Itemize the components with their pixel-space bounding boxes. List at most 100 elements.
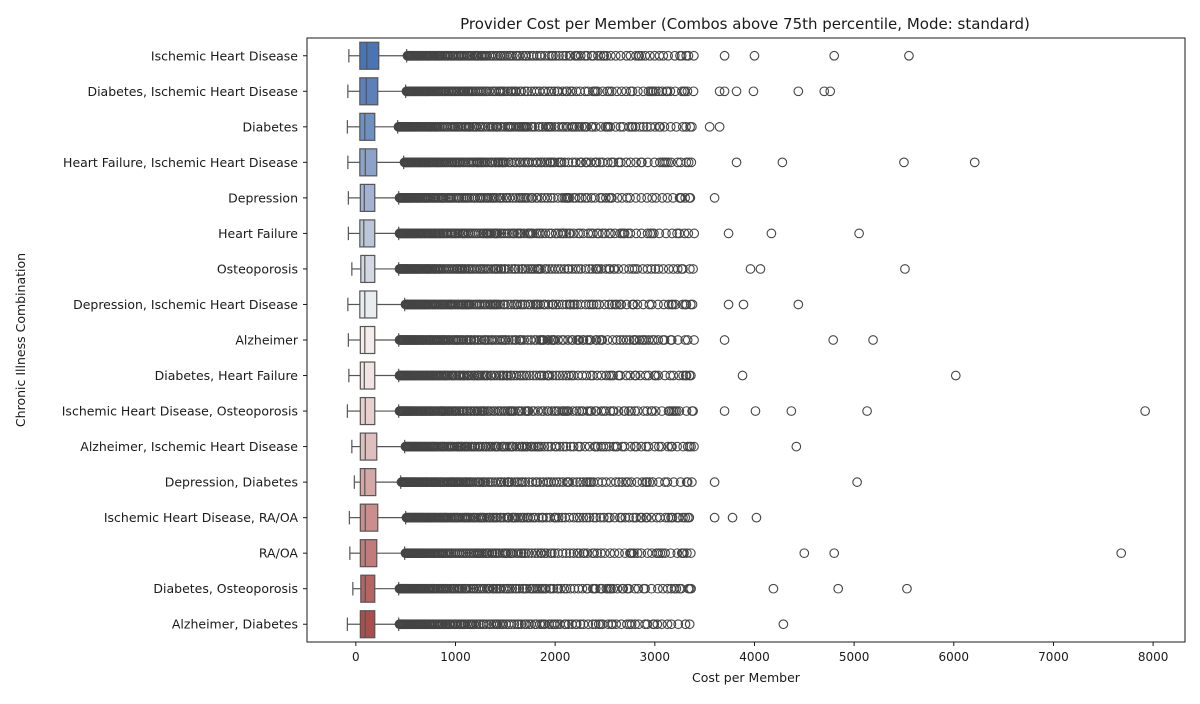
outlier-point: [665, 548, 676, 559]
outlier-point: [521, 583, 532, 594]
outlier-point: [502, 50, 512, 61]
outlier-point: [584, 264, 595, 274]
outlier-point: [631, 512, 642, 523]
outlier-point: [581, 370, 592, 381]
outlier-point: [630, 619, 641, 630]
outlier-point: [666, 335, 677, 345]
outlier-point: [969, 157, 980, 168]
outlier-point: [554, 50, 564, 61]
outlier-point: [492, 512, 503, 523]
outlier-point: [586, 406, 597, 416]
outlier-point: [766, 228, 777, 239]
outlier-point: [549, 157, 560, 168]
outlier-point: [627, 86, 638, 97]
outlier-point: [572, 477, 582, 487]
outlier-point: [625, 370, 635, 381]
outlier-point: [616, 512, 627, 523]
outlier-point: [507, 50, 518, 61]
outlier-point: [514, 50, 525, 61]
outlier-point: [662, 86, 673, 97]
outlier-point: [565, 228, 575, 239]
outlier-point: [578, 228, 589, 239]
outlier-point: [596, 370, 607, 381]
outlier-point: [646, 583, 657, 594]
outlier-point: [554, 370, 565, 381]
y-axis-label: Chronic Illness Combination: [13, 253, 28, 427]
outlier-point: [593, 264, 604, 274]
outlier-point: [684, 512, 695, 523]
outlier-point: [609, 548, 620, 559]
iqr-box: [359, 148, 378, 177]
outlier-point: [548, 299, 559, 310]
outlier-point: [650, 264, 661, 274]
outlier-point: [667, 228, 677, 239]
outlier-point: [671, 121, 682, 132]
outlier-point: [649, 157, 660, 168]
outlier-point: [521, 50, 532, 61]
outlier-point: [504, 583, 515, 594]
outlier-point: [643, 370, 654, 381]
outlier-point: [719, 335, 730, 345]
outlier-point: [548, 583, 559, 594]
outlier-point: [506, 619, 517, 630]
outlier-point: [576, 193, 587, 203]
outlier-point: [642, 512, 652, 523]
chart-title: Provider Cost per Member (Combos above 7…: [460, 15, 1030, 33]
outlier-point: [488, 50, 498, 61]
outlier-point: [621, 299, 632, 310]
outlier-point: [524, 370, 535, 381]
outlier-point: [658, 264, 669, 274]
outlier-point: [669, 50, 680, 61]
outlier-point: [561, 548, 572, 559]
outlier-point: [642, 619, 653, 630]
outlier-point: [516, 406, 527, 416]
outlier-point: [574, 193, 585, 203]
outlier-point: [627, 121, 638, 132]
outlier-point: [630, 193, 641, 203]
outlier-point: [709, 512, 720, 523]
outlier-point: [594, 299, 605, 310]
outlier-point: [616, 299, 627, 310]
box-group: [347, 183, 720, 212]
outlier-point: [474, 335, 484, 345]
outlier-point: [574, 121, 585, 132]
y-tick-label: Depression, Diabetes: [165, 475, 298, 490]
outlier-point: [599, 299, 610, 310]
outlier-point: [605, 228, 616, 239]
outlier-point: [603, 619, 614, 630]
outlier-point: [542, 193, 553, 203]
outlier-point: [493, 477, 503, 487]
y-tick-label: Alzheimer: [235, 333, 299, 348]
outlier-point: [536, 370, 547, 381]
outlier-point: [584, 299, 594, 310]
outlier-point: [714, 121, 725, 132]
outlier-point: [559, 157, 570, 168]
outlier-point: [658, 299, 669, 310]
y-tick-label: Ischemic Heart Disease, Osteoporosis: [62, 404, 298, 419]
outlier-point: [559, 228, 569, 239]
outlier-point: [487, 157, 498, 168]
outlier-point: [653, 370, 664, 381]
outlier-point: [563, 619, 574, 630]
outlier-point: [607, 335, 618, 345]
outlier-point: [498, 193, 509, 203]
x-tick-label: 3000: [640, 650, 671, 664]
outlier-point: [624, 121, 634, 132]
outlier-point: [578, 335, 589, 345]
box-group: [346, 396, 1150, 426]
outlier-point: [615, 157, 626, 168]
outlier-point: [673, 619, 684, 630]
outlier-point: [565, 299, 576, 310]
outlier-point: [595, 50, 606, 61]
outlier-point: [731, 86, 742, 97]
outlier-point: [625, 193, 635, 203]
outlier-point: [551, 370, 562, 381]
outlier-point: [590, 583, 601, 594]
outlier-point: [628, 299, 639, 310]
x-tick-label: 2000: [540, 650, 571, 664]
outlier-point: [618, 335, 629, 345]
outlier-point: [644, 477, 655, 487]
outlier-point: [568, 477, 578, 487]
outlier-point: [602, 157, 613, 168]
